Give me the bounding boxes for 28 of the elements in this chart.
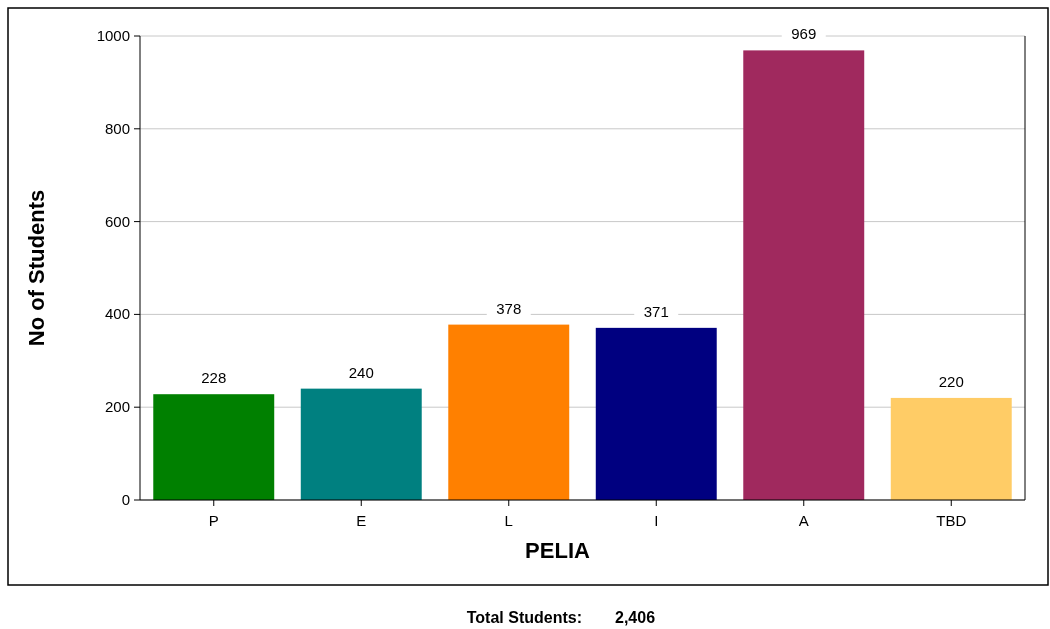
- x-tick-label: TBD: [936, 512, 967, 529]
- text: 2,406: [615, 609, 656, 626]
- bar: [153, 394, 275, 500]
- y-tick-label: 0: [121, 491, 130, 508]
- x-tick-label: P: [208, 512, 219, 529]
- bar: [743, 50, 865, 500]
- y-tick-label: 600: [104, 212, 130, 230]
- bar: [890, 397, 1012, 500]
- x-axis-title: PELIA: [525, 538, 590, 563]
- y-axis-title: No of Students: [24, 189, 49, 347]
- data-label: 228: [201, 369, 227, 387]
- text: Total Students:: [466, 609, 582, 626]
- bar: [448, 324, 570, 500]
- y-tick-label: 800: [104, 119, 130, 137]
- data-label: 371: [643, 302, 669, 320]
- data-label: 378: [496, 299, 522, 317]
- x-tick-label: E: [356, 512, 367, 529]
- y-tick-label: 400: [104, 305, 130, 323]
- bar: [595, 327, 717, 500]
- y-tick-label: 1000: [96, 27, 130, 44]
- data-label: 969: [791, 25, 817, 43]
- x-tick-label: A: [798, 512, 809, 529]
- data-label: 240: [348, 363, 374, 381]
- data-label: 220: [938, 372, 964, 390]
- x-tick-label: I: [654, 512, 659, 529]
- y-tick-label: 200: [104, 398, 130, 416]
- bar: [300, 388, 422, 500]
- x-tick-label: L: [504, 512, 513, 529]
